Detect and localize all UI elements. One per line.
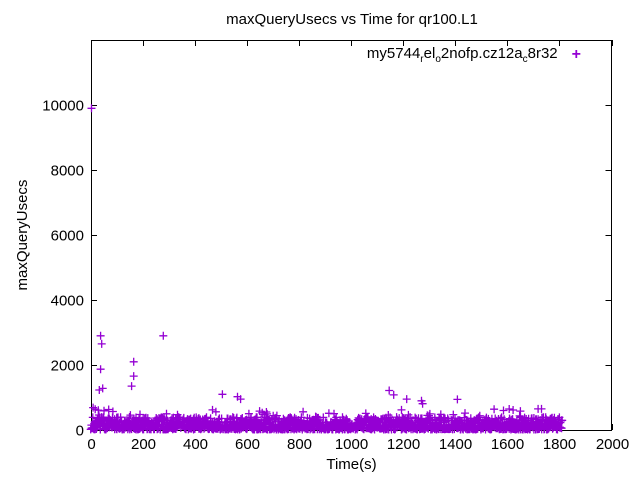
svg-text:4000: 4000 [51, 293, 84, 310]
plot-border [91, 40, 612, 431]
x-axis-label: Time(s) [326, 456, 377, 473]
legend: my5744relo2nofp.cz12ac8r32 + [366, 45, 581, 65]
axis-ticks [91, 40, 613, 431]
svg-text:200: 200 [131, 436, 156, 453]
svg-text:0: 0 [87, 436, 95, 453]
legend-series-label: my5744relo2nofp.cz12ac8r32 [366, 45, 558, 65]
svg-text:0: 0 [76, 423, 84, 440]
svg-text:800: 800 [287, 436, 312, 453]
svg-text:6000: 6000 [51, 228, 84, 245]
axis-tick-labels: 0 200 400 600 800 1000 1200 1400 1600 1800 2000 0 20… [42, 98, 629, 454]
svg-text:1600: 1600 [491, 436, 524, 453]
svg-text:1800: 1800 [543, 436, 576, 453]
legend-marker-icon: + [571, 46, 581, 63]
svg-text:10000: 10000 [42, 98, 84, 115]
svg-text:8000: 8000 [51, 163, 84, 180]
svg-text:600: 600 [235, 436, 260, 453]
chart-title: maxQueryUsecs vs Time for qr100.L1 [226, 11, 478, 28]
svg-text:2000: 2000 [51, 358, 84, 375]
svg-text:400: 400 [183, 436, 208, 453]
scatter-points [86, 104, 567, 434]
svg-text:1000: 1000 [335, 436, 368, 453]
svg-text:1200: 1200 [387, 436, 420, 453]
svg-text:2000: 2000 [596, 436, 629, 453]
svg-text:1400: 1400 [439, 436, 472, 453]
